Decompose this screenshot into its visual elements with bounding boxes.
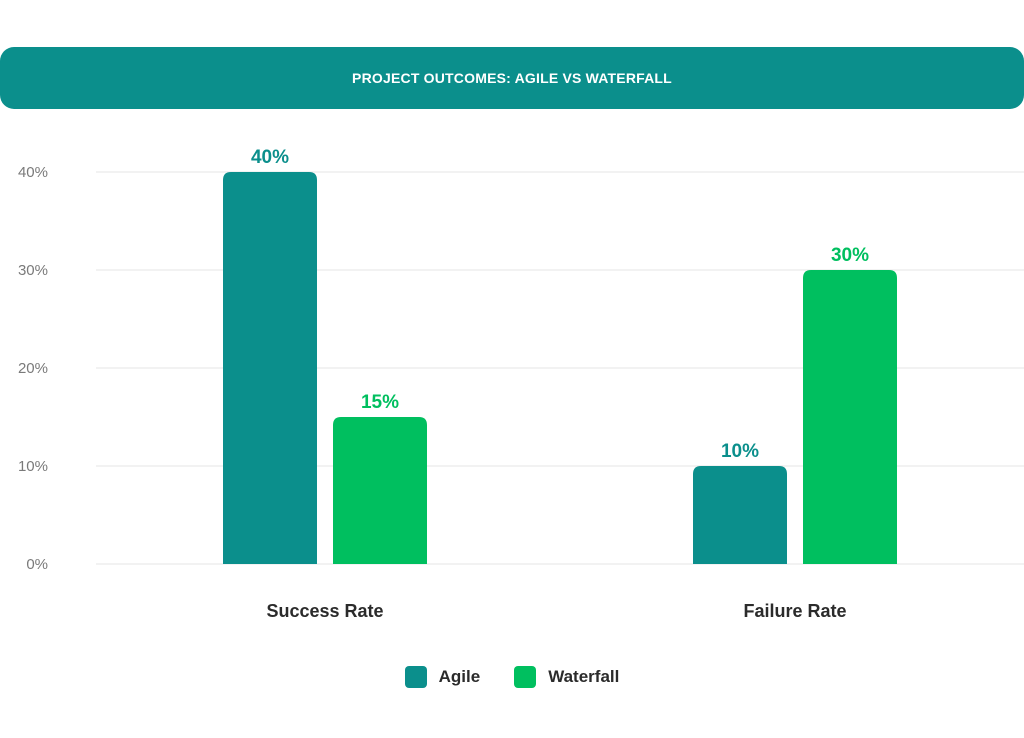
y-tick-label: 30% [18, 262, 48, 279]
legend-label-waterfall: Waterfall [548, 667, 620, 686]
legend-swatch-waterfall [514, 666, 537, 688]
y-tick-label: 20% [18, 360, 48, 377]
legend-item-agile: Agile [404, 666, 481, 688]
data-label: 10% [721, 441, 759, 462]
chart-title-banner: PROJECT OUTCOMES: AGILE VS WATERFALL [0, 47, 1024, 109]
legend-label-agile: Agile [438, 667, 481, 686]
y-tick-label: 40% [18, 164, 48, 181]
y-tick-label: 0% [26, 556, 48, 573]
category-label: Success Rate [266, 601, 383, 621]
data-label: 15% [361, 392, 399, 413]
bar-agile [223, 172, 317, 564]
bar-waterfall [803, 270, 897, 564]
bar-waterfall [333, 417, 427, 564]
category-label: Failure Rate [743, 601, 846, 621]
chart-title: PROJECT OUTCOMES: AGILE VS WATERFALL [352, 70, 672, 86]
data-label: 30% [831, 245, 869, 266]
y-tick-label: 10% [18, 458, 48, 475]
legend: Agile Waterfall [0, 662, 1024, 692]
bar-agile [693, 466, 787, 564]
legend-item-waterfall: Waterfall [514, 666, 619, 688]
data-label: 40% [251, 147, 289, 168]
legend-swatch-agile [404, 666, 427, 688]
